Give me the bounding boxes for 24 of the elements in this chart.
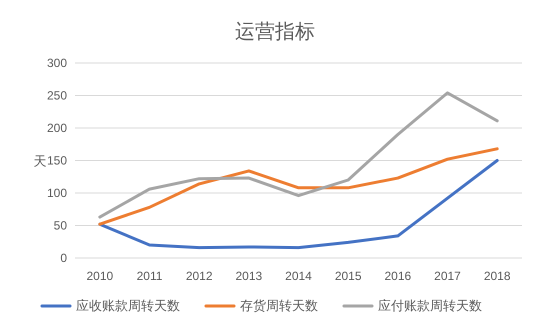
x-tick-label: 2017 xyxy=(434,269,462,283)
x-tick-label: 2012 xyxy=(186,269,213,283)
chart-title: 运营指标 xyxy=(235,21,315,43)
y-tick-label: 300 xyxy=(46,56,68,70)
x-tick-label: 2011 xyxy=(136,269,163,283)
x-tick-label: 2015 xyxy=(334,269,362,283)
legend-label: 应收账款周转天数 xyxy=(76,298,180,313)
x-tick-label: 2018 xyxy=(484,269,511,283)
y-tick-label: 0 xyxy=(60,251,68,265)
y-tick-label: 200 xyxy=(46,121,68,135)
x-tick-label: 2013 xyxy=(235,269,263,283)
y-axis-title: 天 xyxy=(34,154,46,168)
legend-label: 存货周转天数 xyxy=(240,298,318,313)
line-series xyxy=(98,147,499,226)
line-series xyxy=(98,91,499,219)
x-tick-label: 2016 xyxy=(384,269,412,283)
y-tick-label: 50 xyxy=(54,218,68,232)
y-tick-label: 250 xyxy=(46,88,68,102)
x-tick-label: 2010 xyxy=(86,269,114,283)
y-tick-label: 150 xyxy=(46,154,68,168)
line-series xyxy=(98,159,499,250)
y-tick-label: 100 xyxy=(46,186,68,200)
x-tick-label: 2014 xyxy=(285,269,312,283)
legend-label: 应付账款周转天数 xyxy=(378,298,482,313)
